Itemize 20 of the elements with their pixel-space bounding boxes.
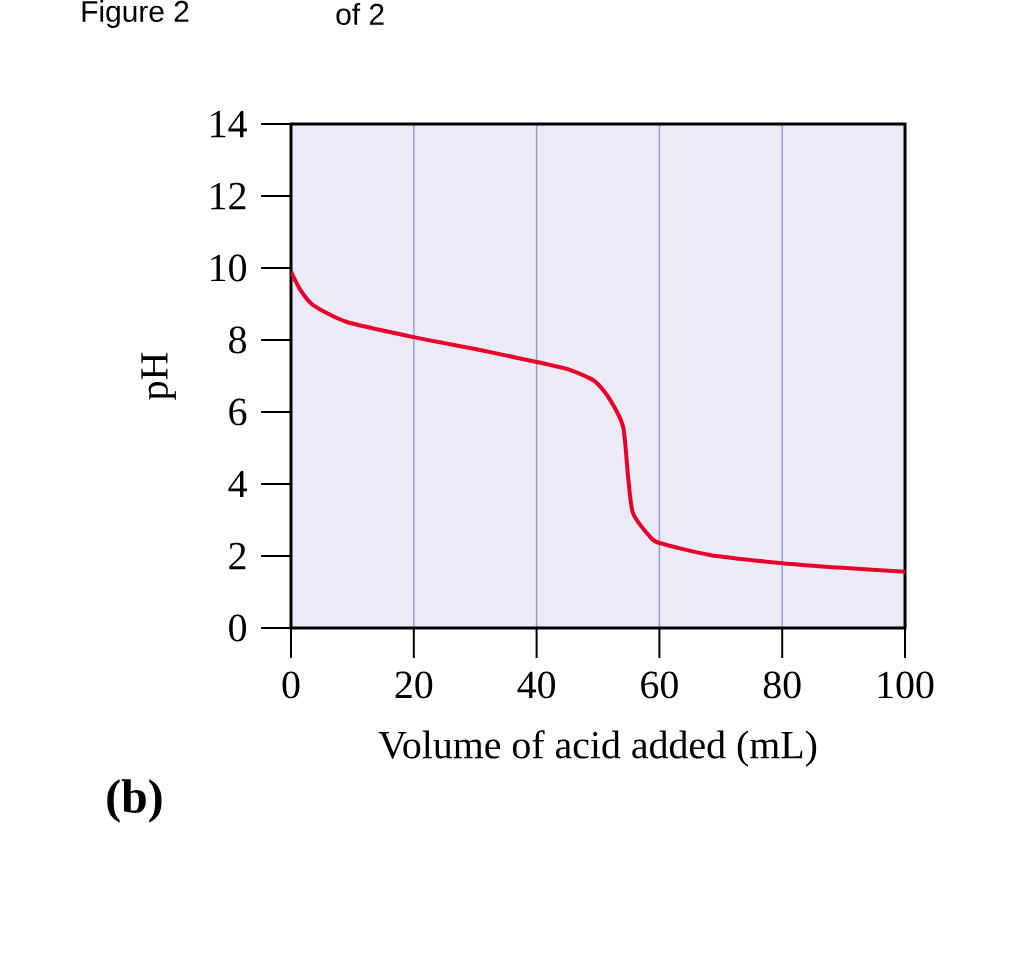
y-tick-label: 12 xyxy=(211,182,246,210)
y-tick-label: 0 xyxy=(229,614,247,642)
y-tick-label: 10 xyxy=(211,254,247,282)
y-axis-title: pH xyxy=(141,352,176,400)
x-axis-title: Volume of acid added (mL) xyxy=(378,730,817,767)
y-tick-label: 14 xyxy=(211,110,247,138)
x-tick-label: 20 xyxy=(395,671,433,699)
y-tick-label: 2 xyxy=(229,542,246,570)
caption: Figure 2 xyxy=(82,0,189,28)
text: of 2 xyxy=(336,3,384,25)
x-tick-label: 100 xyxy=(878,671,934,699)
line-series xyxy=(291,269,906,574)
x-tick-label: 40 xyxy=(517,671,556,699)
text: (b) xyxy=(107,779,162,823)
y-tick-label: 4 xyxy=(228,470,247,498)
y-tick-label: 8 xyxy=(229,326,247,354)
y-tick-label: 6 xyxy=(229,398,247,426)
x-tick-label: 60 xyxy=(641,671,678,699)
x-tick-label: 80 xyxy=(763,671,801,699)
x-tick-label: 0 xyxy=(282,671,300,699)
